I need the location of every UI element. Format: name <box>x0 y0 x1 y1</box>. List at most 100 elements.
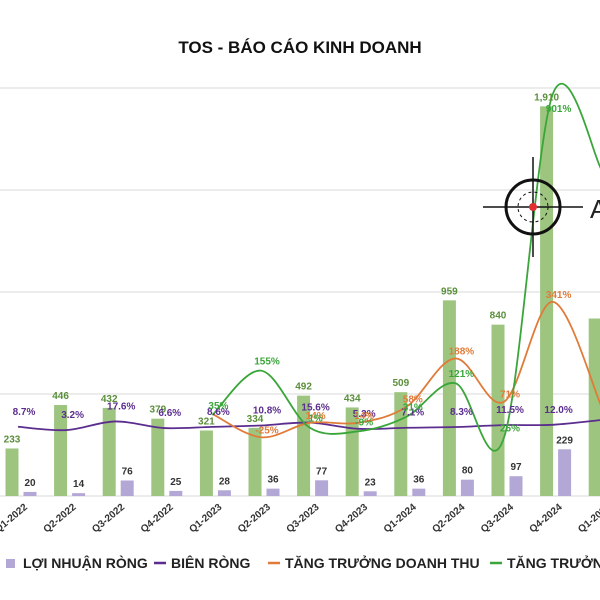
profit-growth-label-Q1-2023: 35% <box>208 401 228 412</box>
revenue-label-Q4-2022: 379 <box>149 405 166 416</box>
profit-bar-Q3-2022 <box>120 480 134 496</box>
revenue-growth-label-Q2-2023: -25% <box>255 425 278 436</box>
margin-label-Q4-2023: 5.3% <box>353 409 376 420</box>
revenue-label-Q3-2022: 432 <box>101 394 118 405</box>
margin-label-Q3-2022: 17.6% <box>107 401 135 412</box>
profit-label-Q1-2022: 20 <box>24 478 36 489</box>
x-tick-Q1-2024: Q1-2024 <box>382 502 419 536</box>
legend-item-2: TĂNG TRƯỞNG DOANH THU <box>268 554 480 571</box>
profit-bar-Q4-2022 <box>169 490 183 496</box>
revenue-label-Q2-2022: 446 <box>52 391 69 402</box>
revenue-bar-Q2-2022 <box>54 405 68 496</box>
legend-label-0: LỢI NHUẬN RÒNG <box>23 554 148 571</box>
revenue-bar-Q3-2024 <box>491 324 505 496</box>
revenue-bar-Q4-2024 <box>540 106 554 497</box>
crosshair-overlay: A <box>483 157 600 257</box>
profit-label-Q4-2024: 229 <box>556 435 573 446</box>
revenue-growth-line <box>211 300 600 439</box>
revenue-bar-Q1-2025 <box>588 318 600 496</box>
revenue-bar-Q4-2022 <box>151 418 165 496</box>
revenue-label-Q2-2024: 959 <box>441 286 458 297</box>
profit-bar-Q3-2023 <box>315 480 329 496</box>
x-tick-Q3-2023: Q3-2023 <box>285 502 322 536</box>
margin-label-Q2-2022: 3.2% <box>61 410 84 421</box>
x-tick-Q1-2022: Q1-2022 <box>0 502 30 536</box>
profit-bar-Q2-2024 <box>460 479 474 496</box>
x-tick-Q4-2022: Q4-2022 <box>139 502 176 536</box>
profit-growth-label-Q4-2023: -9% <box>355 417 373 428</box>
x-tick-Q4-2023: Q4-2023 <box>333 502 370 536</box>
profit-growth-line <box>211 83 600 452</box>
revenue-label-Q4-2024: 1,910 <box>534 92 559 103</box>
legend-label-1: BIÊN RÒNG <box>171 554 250 571</box>
margin-label-Q1-2024: 7.1% <box>401 408 424 419</box>
profit-label-Q1-2024: 36 <box>413 475 425 486</box>
x-tick-Q3-2022: Q3-2022 <box>90 502 127 536</box>
profit-label-Q3-2022: 76 <box>122 466 134 477</box>
revenue-growth-label-Q4-2023: 14% <box>354 411 374 422</box>
revenue-bar-Q1-2022 <box>5 448 19 496</box>
revenue-label-Q2-2023: 334 <box>247 414 264 425</box>
profit-growth-label-Q3-2023: 1% <box>308 414 323 425</box>
x-tick-Q4-2024: Q4-2024 <box>528 502 565 536</box>
legend: LỢI NHUẬN RÒNG BIÊN RÒNG TĂNG TRƯỞNG DOANH… <box>6 554 600 571</box>
crosshair-icon <box>483 157 583 257</box>
profit-bar-Q2-2023 <box>266 488 280 496</box>
profit-growth-label-Q2-2023: 155% <box>254 357 280 368</box>
x-tick-Q1-2023: Q1-2023 <box>187 502 224 536</box>
revenue-bar-Q3-2023 <box>297 395 311 496</box>
profit-label-Q1-2023: 28 <box>219 476 231 487</box>
revenue-bar-Q1-2023 <box>199 430 213 496</box>
margin-label-Q3-2023: 15.6% <box>301 403 329 414</box>
x-tick-Q1-2025: Q1-2025 <box>576 502 600 536</box>
profit-bar-Q2-2022 <box>72 493 86 496</box>
revenue-label-Q3-2023: 492 <box>295 382 312 393</box>
profit-label-Q2-2022: 14 <box>73 479 85 490</box>
x-tick-Q3-2024: Q3-2024 <box>479 502 516 536</box>
margin-label-Q1-2022: 8.7% <box>13 407 36 418</box>
margin-label-Q2-2023: 10.8% <box>253 406 281 417</box>
series-lines <box>17 83 600 452</box>
revenue-growth-label-Q2-2024: 188% <box>449 346 475 357</box>
legend-label-2: TĂNG TRƯỞNG DOANH THU <box>285 554 480 571</box>
revenue-bar-Q2-2023 <box>248 427 262 496</box>
chart-title: TOS - BÁO CÁO KINH DOANH <box>178 38 421 57</box>
margin-label-Q4-2022: 6.6% <box>158 408 181 419</box>
profit-label-Q2-2023: 36 <box>267 475 279 486</box>
profit-growth-label-Q2-2024: 121% <box>449 369 475 380</box>
legend-label-3: TĂNG TRƯỞNG <box>507 554 600 571</box>
revenue-label-Q1-2024: 509 <box>392 378 409 389</box>
revenue-label-Q4-2023: 434 <box>344 393 361 404</box>
profit-bar-Q3-2024 <box>509 476 523 496</box>
x-tick-Q2-2024: Q2-2024 <box>430 502 467 536</box>
profit-bar-Q1-2024 <box>412 488 426 496</box>
profit-growth-label-Q4-2024: 901% <box>546 104 572 115</box>
legend-swatch-0 <box>6 559 15 568</box>
profit-label-Q2-2024: 80 <box>462 466 474 477</box>
revenue-growth-label-Q4-2024: 341% <box>546 290 572 301</box>
margin-label-Q4-2024: 12.0% <box>544 405 572 416</box>
revenue-label-Q1-2023: 321 <box>198 417 215 428</box>
margin-label-Q3-2024: 11.5% <box>496 405 524 416</box>
revenue-growth-label-Q3-2023: 14% <box>306 411 326 422</box>
profit-bar-Q4-2024 <box>558 449 572 496</box>
profit-growth-label-Q3-2024: 26% <box>500 424 520 435</box>
revenue-label-Q1-2022: 233 <box>4 434 21 445</box>
margin-label-Q1-2023: 8.6% <box>207 407 230 418</box>
profit-bar-Q4-2023 <box>363 491 377 496</box>
data-labels: 233 446 432 379 321 334 492 434 509 959 840 1,910 20… <box>4 92 574 490</box>
profit-label-Q4-2022: 25 <box>170 477 182 488</box>
revenue-bar-Q3-2022 <box>102 407 116 496</box>
bars <box>5 106 600 497</box>
revenue-bar-Q4-2023 <box>345 407 359 496</box>
profit-bar-Q1-2022 <box>23 491 37 496</box>
legend-item-0: LỢI NHUẬN RÒNG <box>6 554 148 571</box>
revenue-label-Q3-2024: 840 <box>490 311 507 322</box>
legend-item-1: BIÊN RÒNG <box>154 554 250 571</box>
x-tick-Q2-2022: Q2-2022 <box>42 502 79 536</box>
profit-label-Q3-2023: 77 <box>316 466 328 477</box>
crosshair-dot <box>529 203 537 211</box>
x-axis: Q1-2022 Q2-2022 Q3-2022 Q4-2022 Q1-2023 Q2-20… <box>0 502 600 536</box>
profit-label-Q4-2023: 23 <box>365 477 377 488</box>
